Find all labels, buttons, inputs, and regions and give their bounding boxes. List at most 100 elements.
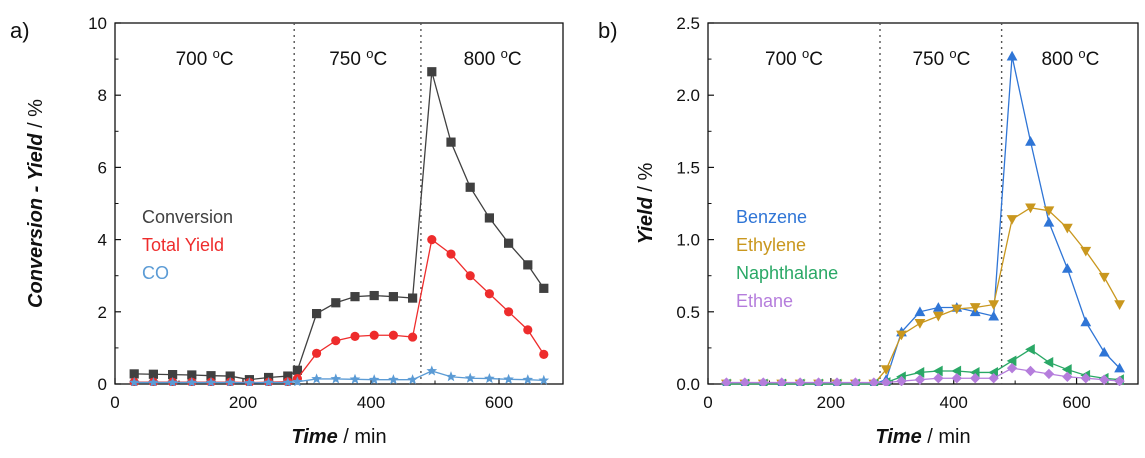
data-point-conversion	[331, 298, 341, 308]
x-tick-label: 0	[110, 393, 119, 412]
data-point-ethane	[868, 377, 880, 386]
data-point-ethylene	[1114, 300, 1125, 310]
data-point-co	[484, 372, 495, 384]
y-tick-label: 6	[98, 158, 107, 177]
data-point-conversion	[283, 371, 293, 381]
data-point-conversion	[148, 369, 158, 379]
y-axis-title: Conversion - Yield / %	[25, 99, 47, 308]
data-point-conversion	[312, 309, 322, 319]
series-line-total-yield	[134, 238, 545, 384]
data-point-co	[186, 376, 198, 386]
data-point-co	[128, 376, 140, 386]
data-point-conversion	[350, 292, 360, 302]
data-point-benzene	[914, 306, 926, 317]
y-tick-label: 0	[98, 375, 107, 394]
data-point-conversion	[369, 290, 379, 301]
plot-frame	[114, 22, 564, 385]
data-point-ethane	[896, 375, 907, 386]
legend-entry-ethane: Ethane	[736, 291, 793, 311]
data-point-ethane	[988, 373, 999, 384]
y-tick-label: 1.5	[676, 158, 700, 177]
temperature-region-label: 700 oC	[765, 46, 823, 70]
data-point-co	[167, 376, 178, 386]
data-point-total-yield	[484, 289, 494, 299]
x-tick-label: 0	[703, 393, 712, 412]
data-point-total-yield	[504, 307, 514, 317]
data-point-naphthalane	[932, 365, 943, 377]
data-point-co	[464, 372, 476, 383]
data-point-conversion	[465, 182, 475, 192]
data-point-co	[407, 374, 418, 385]
x-tick-label: 200	[229, 393, 257, 412]
data-point-conversion	[504, 238, 514, 248]
y-tick-label: 10	[88, 14, 107, 33]
data-point-total-yield	[539, 349, 549, 359]
data-point-benzene	[1025, 136, 1036, 146]
data-point-conversion	[225, 371, 235, 381]
data-point-total-yield	[523, 325, 533, 335]
data-point-ethylene	[914, 319, 926, 329]
data-point-ethylene	[880, 365, 892, 375]
data-point-conversion	[187, 370, 197, 380]
y-tick-label: 8	[98, 86, 107, 105]
panel-label: a)	[10, 18, 30, 43]
data-point-co	[224, 376, 236, 386]
y-tick-label: 0.0	[676, 375, 700, 394]
legend-entry-co: CO	[142, 263, 169, 283]
data-point-naphthalane	[1006, 355, 1017, 367]
data-point-co	[538, 374, 550, 385]
data-point-ethylene	[1061, 223, 1073, 234]
data-point-co	[292, 376, 303, 386]
data-point-ethylene	[1025, 203, 1036, 214]
data-point-benzene	[1043, 216, 1055, 227]
data-point-conversion	[427, 67, 437, 77]
data-point-benzene	[1098, 346, 1110, 357]
y-tick-label: 4	[98, 231, 107, 250]
data-point-conversion	[484, 213, 494, 223]
x-axis-title: Time / min	[875, 426, 970, 448]
plot-frame	[707, 22, 1139, 385]
data-point-ethane	[794, 377, 806, 386]
data-point-ethane	[739, 377, 751, 386]
data-point-ethane	[933, 373, 944, 384]
data-point-ethane	[1114, 375, 1125, 386]
data-point-conversion	[408, 293, 418, 303]
data-point-ethane	[914, 374, 926, 385]
data-point-co	[503, 373, 514, 384]
data-point-conversion	[292, 365, 302, 375]
data-point-co	[263, 376, 274, 386]
y-tick-label: 2.0	[676, 86, 700, 105]
data-point-ethane	[970, 373, 981, 384]
y-tick-label: 1.0	[676, 231, 700, 250]
data-point-ethylene	[951, 304, 963, 315]
data-point-ethylene	[932, 311, 944, 322]
data-point-ethane	[1099, 374, 1110, 385]
data-point-benzene	[988, 310, 1000, 321]
x-tick-label: 600	[485, 393, 513, 412]
plot-area	[721, 50, 1125, 386]
data-point-ethane	[758, 377, 769, 386]
legend-entry-naphthalane: Naphthalane	[736, 263, 838, 283]
data-point-ethane	[776, 377, 787, 386]
data-point-ethane	[721, 377, 732, 386]
x-tick-label: 200	[817, 393, 845, 412]
data-point-co	[445, 371, 457, 382]
data-point-co	[330, 373, 342, 384]
data-point-ethylene	[988, 300, 1000, 310]
data-point-naphthalane	[1043, 356, 1054, 368]
data-point-total-yield	[369, 330, 379, 340]
data-point-benzene	[1061, 263, 1073, 273]
data-point-total-yield	[350, 331, 360, 341]
y-tick-label: 2.5	[676, 14, 700, 33]
data-point-total-yield	[427, 235, 437, 245]
x-tick-label: 600	[1062, 393, 1090, 412]
data-point-ethylene	[1080, 246, 1092, 257]
data-point-co	[148, 376, 159, 386]
plot-area	[128, 67, 550, 386]
data-point-total-yield	[312, 348, 322, 358]
data-point-total-yield	[331, 336, 341, 346]
data-point-co	[426, 365, 438, 376]
data-point-total-yield	[388, 330, 398, 340]
data-point-conversion	[168, 370, 178, 380]
